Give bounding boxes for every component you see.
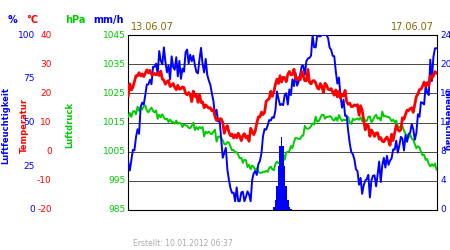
Text: 20: 20	[440, 60, 450, 69]
Text: %: %	[8, 15, 18, 25]
Text: Temperatur: Temperatur	[20, 98, 29, 152]
Bar	[288, 207, 290, 210]
Bar	[273, 207, 274, 210]
Text: 12: 12	[440, 118, 450, 127]
Text: 1005: 1005	[103, 147, 126, 156]
Text: 8: 8	[440, 147, 446, 156]
Bar	[283, 146, 284, 210]
Bar	[274, 200, 276, 210]
Text: 100: 100	[18, 30, 35, 40]
Text: Erstellt: 10.01.2012 06:37: Erstellt: 10.01.2012 06:37	[133, 238, 233, 248]
Text: 1045: 1045	[103, 30, 126, 40]
Text: 75: 75	[23, 74, 35, 83]
Text: 24: 24	[440, 30, 450, 40]
Bar	[279, 146, 281, 210]
Bar	[276, 186, 278, 210]
Bar	[284, 166, 285, 210]
Text: 16: 16	[440, 89, 450, 98]
Text: hPa: hPa	[65, 15, 86, 25]
Text: -20: -20	[37, 206, 52, 214]
Text: Luftfeuchtigkeit: Luftfeuchtigkeit	[1, 86, 10, 164]
Bar	[281, 137, 282, 210]
Text: 985: 985	[109, 206, 126, 214]
Text: 20: 20	[40, 89, 52, 98]
Text: 0: 0	[46, 147, 52, 156]
Bar	[287, 200, 288, 210]
Text: 0: 0	[29, 206, 35, 214]
Text: 4: 4	[440, 176, 445, 185]
Text: Luftdruck: Luftdruck	[65, 102, 74, 148]
Text: °C: °C	[26, 15, 38, 25]
Text: 995: 995	[109, 176, 126, 185]
Text: 13.06.07: 13.06.07	[130, 22, 173, 32]
Text: 40: 40	[40, 30, 52, 40]
Text: 1015: 1015	[103, 118, 126, 127]
Text: 17.06.07: 17.06.07	[391, 22, 434, 32]
Text: 50: 50	[23, 118, 35, 127]
Bar	[285, 186, 287, 210]
Text: -10: -10	[37, 176, 52, 185]
Text: 1025: 1025	[103, 89, 126, 98]
Text: Niederschlag: Niederschlag	[442, 89, 450, 151]
Text: mm/h: mm/h	[93, 15, 124, 25]
Bar	[278, 166, 279, 210]
Text: 0: 0	[440, 206, 446, 214]
Text: 10: 10	[40, 118, 52, 127]
Text: 1035: 1035	[103, 60, 126, 69]
Text: 30: 30	[40, 60, 52, 69]
Bar	[290, 209, 292, 210]
Text: 25: 25	[24, 162, 35, 171]
